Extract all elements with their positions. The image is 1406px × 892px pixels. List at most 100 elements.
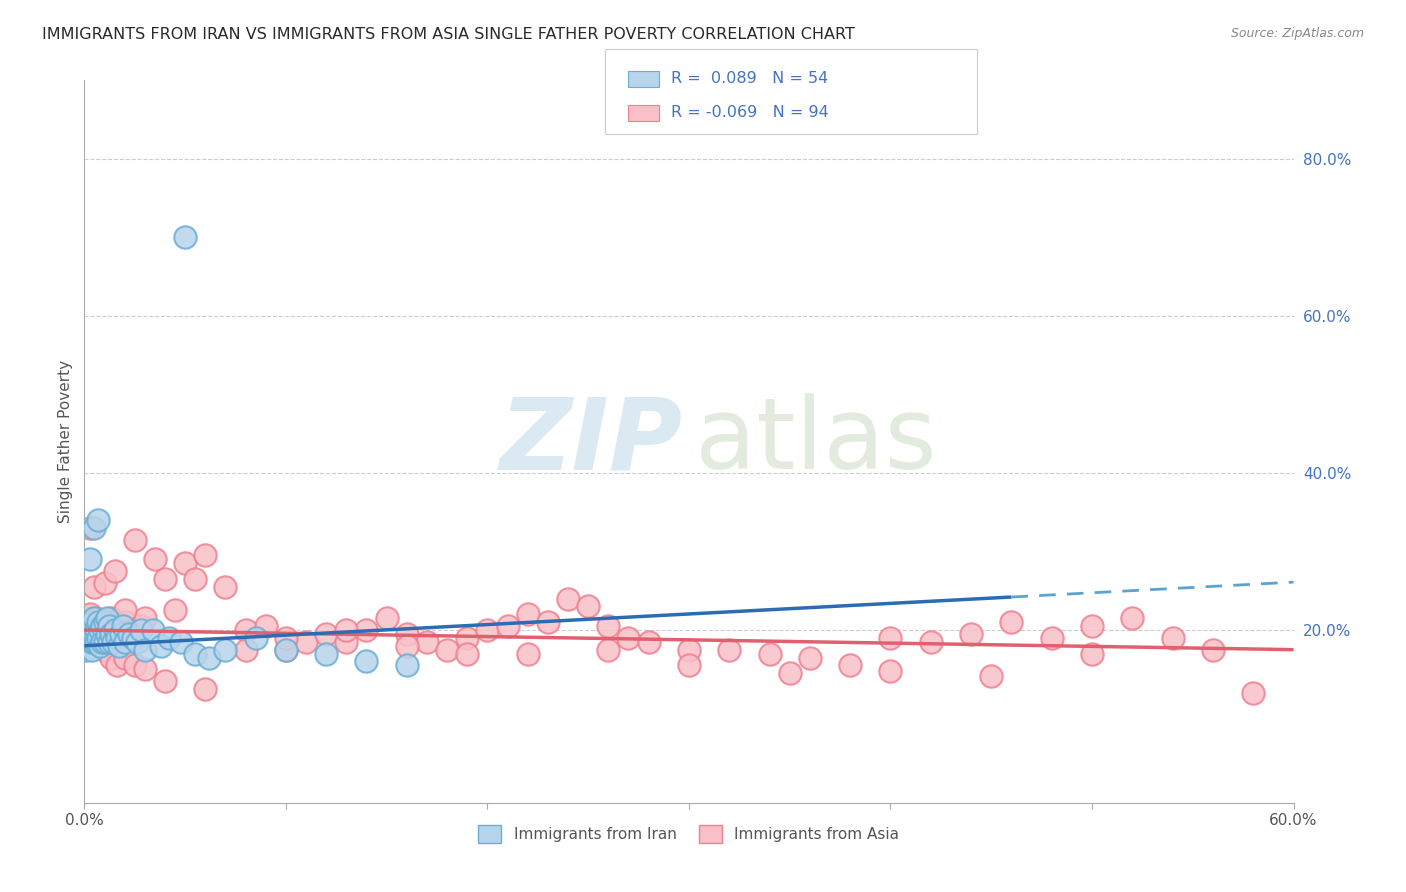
Text: R =  0.089   N = 54: R = 0.089 N = 54 (671, 71, 828, 86)
Point (114, 615, 136, 630)
Point (114, 650, 136, 665)
Point (879, 664, 901, 678)
Point (184, 572, 207, 586)
Point (254, 619, 277, 633)
Point (82, 615, 104, 630)
Point (96, 627, 118, 641)
Point (516, 647, 538, 661)
Point (678, 658, 700, 673)
Point (134, 662, 156, 676)
Point (97, 623, 120, 637)
Text: Source: ZipAtlas.com: Source: ZipAtlas.com (1230, 27, 1364, 40)
Point (960, 627, 983, 641)
Point (110, 627, 132, 641)
Legend: Immigrants from Iran, Immigrants from Asia: Immigrants from Iran, Immigrants from As… (472, 819, 905, 849)
Point (335, 635, 357, 649)
Point (118, 627, 141, 641)
Point (295, 635, 318, 649)
Point (129, 623, 152, 637)
Point (79, 607, 101, 622)
Point (214, 580, 236, 594)
Point (315, 627, 337, 641)
Point (75, 611, 97, 625)
Point (124, 627, 146, 641)
Point (335, 623, 357, 637)
Point (1081, 619, 1104, 633)
Point (101, 635, 124, 649)
Point (100, 611, 122, 625)
Point (91, 635, 114, 649)
Point (111, 619, 134, 633)
Point (184, 647, 207, 661)
Point (718, 642, 741, 657)
Point (598, 642, 620, 657)
Point (104, 564, 127, 578)
Point (174, 230, 197, 244)
Point (153, 674, 176, 689)
Text: IMMIGRANTS FROM IRAN VS IMMIGRANTS FROM ASIA SINGLE FATHER POVERTY CORRELATION C: IMMIGRANTS FROM IRAN VS IMMIGRANTS FROM … (42, 27, 855, 42)
Point (920, 635, 942, 649)
Point (89, 615, 111, 630)
Point (86, 623, 108, 637)
Point (79, 623, 101, 637)
Point (97, 619, 120, 633)
Point (83, 611, 105, 625)
Point (82, 642, 104, 657)
Point (82, 615, 104, 630)
Point (91, 627, 114, 641)
Point (86, 635, 108, 649)
Point (93, 627, 115, 641)
Point (1081, 647, 1104, 661)
Point (124, 533, 146, 547)
Point (77, 619, 100, 633)
Point (114, 635, 136, 649)
Point (77, 627, 100, 641)
Point (118, 623, 141, 637)
Point (395, 639, 418, 653)
Text: atlas: atlas (695, 393, 936, 490)
Point (758, 647, 780, 661)
Point (111, 623, 134, 637)
Point (537, 615, 560, 630)
Point (124, 658, 146, 673)
Point (79, 521, 101, 535)
Point (134, 642, 156, 657)
Point (105, 627, 128, 641)
Point (678, 642, 700, 657)
Point (75, 642, 97, 657)
Point (637, 635, 659, 649)
Point (516, 607, 538, 622)
Point (77, 635, 100, 649)
Point (114, 603, 136, 617)
Point (134, 611, 156, 625)
Point (274, 642, 297, 657)
Point (356, 623, 378, 637)
Point (436, 642, 458, 657)
Point (496, 619, 519, 633)
Point (779, 666, 801, 681)
Point (456, 631, 478, 645)
Point (315, 647, 337, 661)
Point (83, 580, 105, 594)
Point (83, 623, 105, 637)
Point (87, 631, 110, 645)
Point (143, 552, 166, 566)
Point (110, 635, 132, 649)
Point (104, 623, 127, 637)
Point (91, 619, 114, 633)
Point (598, 619, 620, 633)
Point (101, 615, 124, 630)
Point (97, 635, 120, 649)
Text: ZIP: ZIP (501, 393, 683, 490)
Point (86, 611, 108, 625)
Point (879, 631, 901, 645)
Point (375, 611, 398, 625)
Point (170, 635, 193, 649)
Point (121, 631, 143, 645)
Point (93, 635, 115, 649)
Point (194, 549, 217, 563)
Point (174, 556, 197, 570)
Point (416, 635, 439, 649)
Point (83, 627, 105, 641)
Point (477, 623, 499, 637)
